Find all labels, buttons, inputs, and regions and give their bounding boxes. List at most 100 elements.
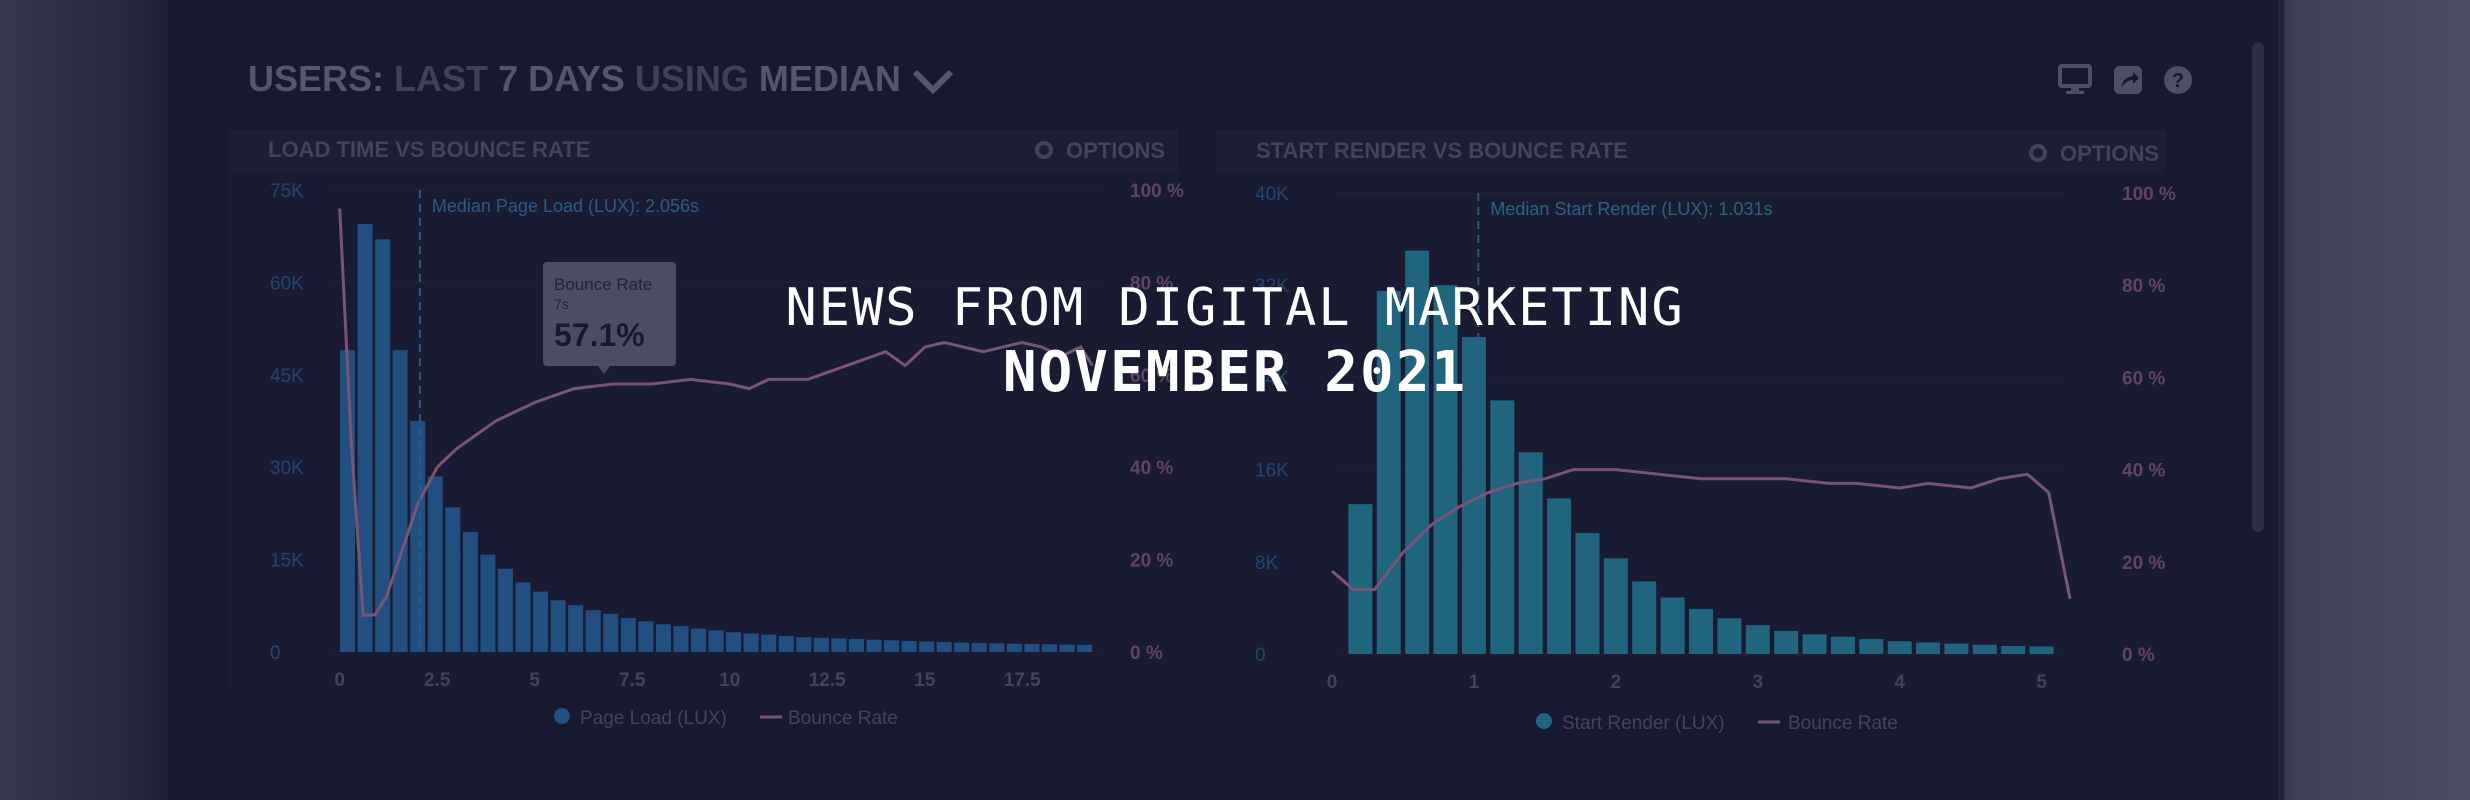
- bar: [2001, 645, 2026, 654]
- bounce-rate-line: [338, 208, 1094, 617]
- y-tick-label: 8K: [1255, 553, 1279, 574]
- y2-tick-label: 60 %: [1130, 366, 1173, 387]
- bar: [884, 640, 900, 652]
- bar: [375, 239, 391, 652]
- x-tick-label: 5: [529, 670, 540, 691]
- bar: [971, 643, 987, 652]
- banner-date: NOVEMBER 2021: [1002, 340, 1468, 405]
- y-tick-label: 75K: [270, 181, 304, 202]
- bar: [1518, 452, 1543, 654]
- bar: [585, 610, 601, 652]
- bar: [603, 613, 619, 652]
- bar: [410, 421, 426, 652]
- bar: [831, 638, 847, 652]
- gear-icon: [2029, 144, 2047, 162]
- bar: [691, 628, 706, 652]
- y2-tick-label: 20 %: [1130, 551, 1173, 572]
- scrollbar[interactable]: [2252, 42, 2264, 532]
- bar: [1972, 644, 1997, 654]
- bar: [2029, 646, 2054, 654]
- x-tick-label: 4: [1894, 672, 1905, 693]
- y-tick-label: 60K: [270, 273, 304, 294]
- y-axis: 0 8K 16K 24K 32K 40K: [1255, 184, 1289, 666]
- x-tick-label: 0: [334, 670, 345, 691]
- x-tick-label: 1: [1469, 672, 1480, 693]
- chart-title: LOAD TIME VS BOUNCE RATE: [268, 137, 590, 162]
- desktop-icon[interactable]: [2058, 64, 2092, 96]
- bar: [357, 223, 373, 652]
- bar: [778, 635, 794, 652]
- bar: [848, 639, 864, 652]
- legend-label-bar: Page Load (LUX): [580, 708, 727, 729]
- chevron-down-icon[interactable]: [911, 66, 955, 96]
- y2-tick-label: 20 %: [2122, 553, 2165, 574]
- bar: [620, 618, 636, 652]
- bar: [1859, 639, 1884, 654]
- bar-series: [340, 223, 1093, 652]
- bar: [1802, 634, 1827, 654]
- y-axis: 0 15K 30K 45K 60K 75K: [270, 181, 304, 664]
- bar: [743, 633, 759, 652]
- dashboard-title: USERS: LAST 7 DAYS USING MEDIAN: [248, 58, 955, 100]
- bar: [638, 621, 654, 652]
- title-part-range[interactable]: 7 DAYS: [498, 58, 625, 99]
- x-tick-label: 17.5: [1004, 670, 1041, 691]
- median-marker: Median Start Render (LUX): 1.031s: [1477, 193, 1772, 654]
- bar: [550, 600, 566, 652]
- bar: [1745, 625, 1770, 654]
- options-button[interactable]: OPTIONS: [1035, 138, 1165, 163]
- y2-tick-label: 100 %: [2122, 184, 2176, 205]
- bar: [1944, 643, 1969, 654]
- median-label: Median Start Render (LUX): 1.031s: [1490, 199, 1772, 219]
- legend-label-bar: Start Render (LUX): [1562, 713, 1725, 734]
- bar: [1916, 642, 1941, 654]
- title-part-median[interactable]: MEDIAN: [758, 58, 901, 99]
- bar: [568, 605, 584, 652]
- y2-tick-label: 60 %: [2122, 368, 2165, 389]
- bar: [901, 640, 917, 652]
- legend: Page Load (LUX) Bounce Rate: [554, 708, 898, 729]
- bar: [655, 624, 671, 652]
- y-tick-label: 0: [1255, 645, 1266, 666]
- title-part-users: USERS:: [248, 58, 385, 99]
- chart-panel-start-render: [1216, 130, 2166, 690]
- y-tick-label: 30K: [270, 458, 304, 479]
- bar: [462, 531, 478, 652]
- gear-icon: [1035, 141, 1053, 159]
- bar: [1042, 644, 1057, 652]
- x-tick-label: 15: [914, 670, 936, 691]
- y-tick-label: 24K: [1255, 368, 1289, 389]
- bar: [1632, 581, 1657, 654]
- bar: [1603, 558, 1628, 654]
- tooltip-sub: 7s: [554, 296, 569, 312]
- help-icon[interactable]: ?: [2162, 64, 2194, 96]
- bar: [1689, 609, 1713, 654]
- bar: [1433, 285, 1458, 654]
- line-series: [338, 208, 1094, 617]
- legend-marker-bar: [1536, 713, 1552, 729]
- tooltip-box: [543, 262, 676, 366]
- dashboard-screen: [168, 0, 2284, 800]
- title-part-using: USING: [634, 58, 749, 99]
- bar: [919, 641, 935, 652]
- y2-tick-label: 0 %: [1130, 643, 1163, 664]
- tooltip: Bounce Rate 7s 57.1%: [543, 262, 676, 374]
- bar: [1547, 498, 1572, 654]
- bar: [866, 639, 882, 652]
- bar: [1024, 643, 1040, 652]
- bar: [1774, 630, 1799, 654]
- options-button[interactable]: OPTIONS: [2029, 141, 2159, 166]
- bar: [515, 582, 531, 652]
- bar: [497, 568, 513, 652]
- legend-label-line: Bounce Rate: [788, 708, 898, 729]
- y2-axis: 0 % 20 % 40 % 60 % 80 % 100 %: [2122, 184, 2176, 666]
- bar-series: [1348, 250, 2054, 654]
- y-tick-label: 45K: [270, 366, 304, 387]
- bar: [796, 637, 812, 652]
- bar: [936, 642, 952, 652]
- bar: [1830, 636, 1855, 654]
- y2-tick-label: 80 %: [1130, 273, 1173, 294]
- share-icon[interactable]: [2112, 64, 2144, 96]
- x-tick-label: 10: [719, 670, 740, 691]
